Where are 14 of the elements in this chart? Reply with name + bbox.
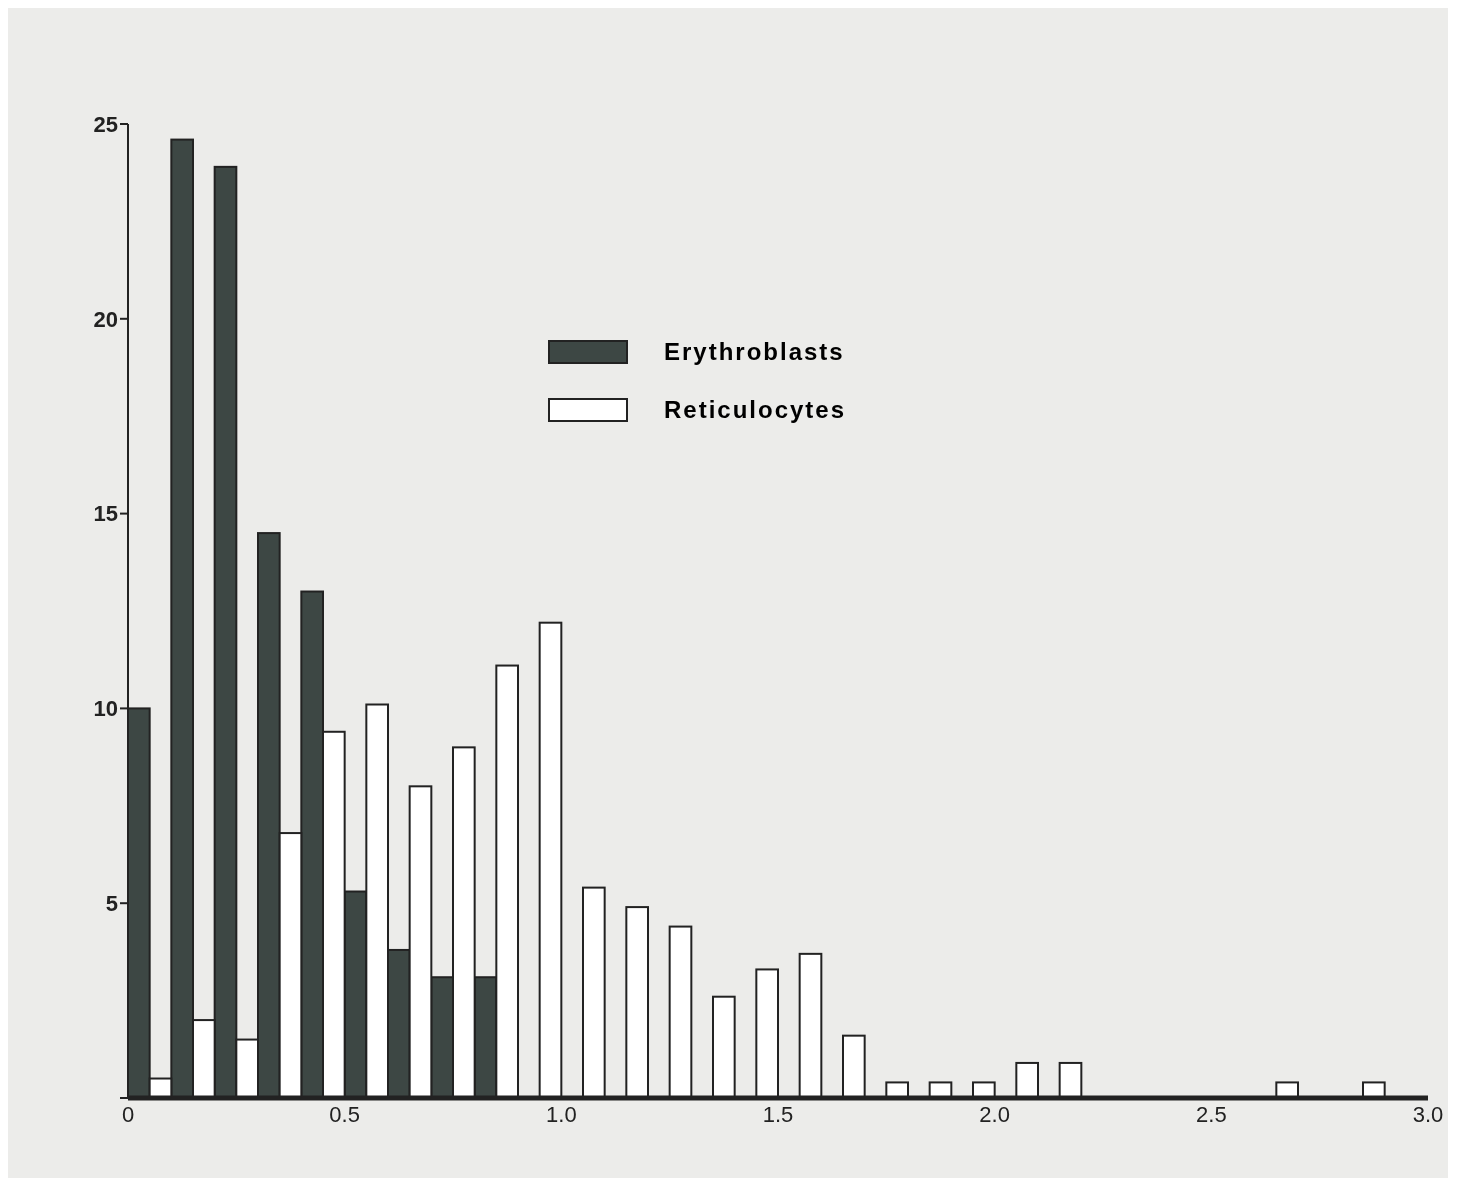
x-tick-label: 0 [121,1101,135,1127]
x-tick-label: 2.0 [979,1101,1010,1127]
x-tick-label: 2.5 [1196,1101,1227,1127]
x-tick-label: 1.0 [546,1101,577,1127]
x-tick-label: 0.5 [329,1101,360,1127]
x-tick-label: 1.5 [762,1101,794,1127]
y-tick-label: 25 [93,111,118,137]
y-tick-label: 15 [93,501,118,527]
legend-label: Reticulocytes [664,396,847,424]
y-tick-label: 10 [93,696,118,722]
x-tick-label: 3.0 [1412,1101,1444,1127]
legend-label: Erythroblasts [664,338,845,366]
y-tick-label: 5 [105,891,118,917]
y-tick-label: 20 [93,306,118,332]
